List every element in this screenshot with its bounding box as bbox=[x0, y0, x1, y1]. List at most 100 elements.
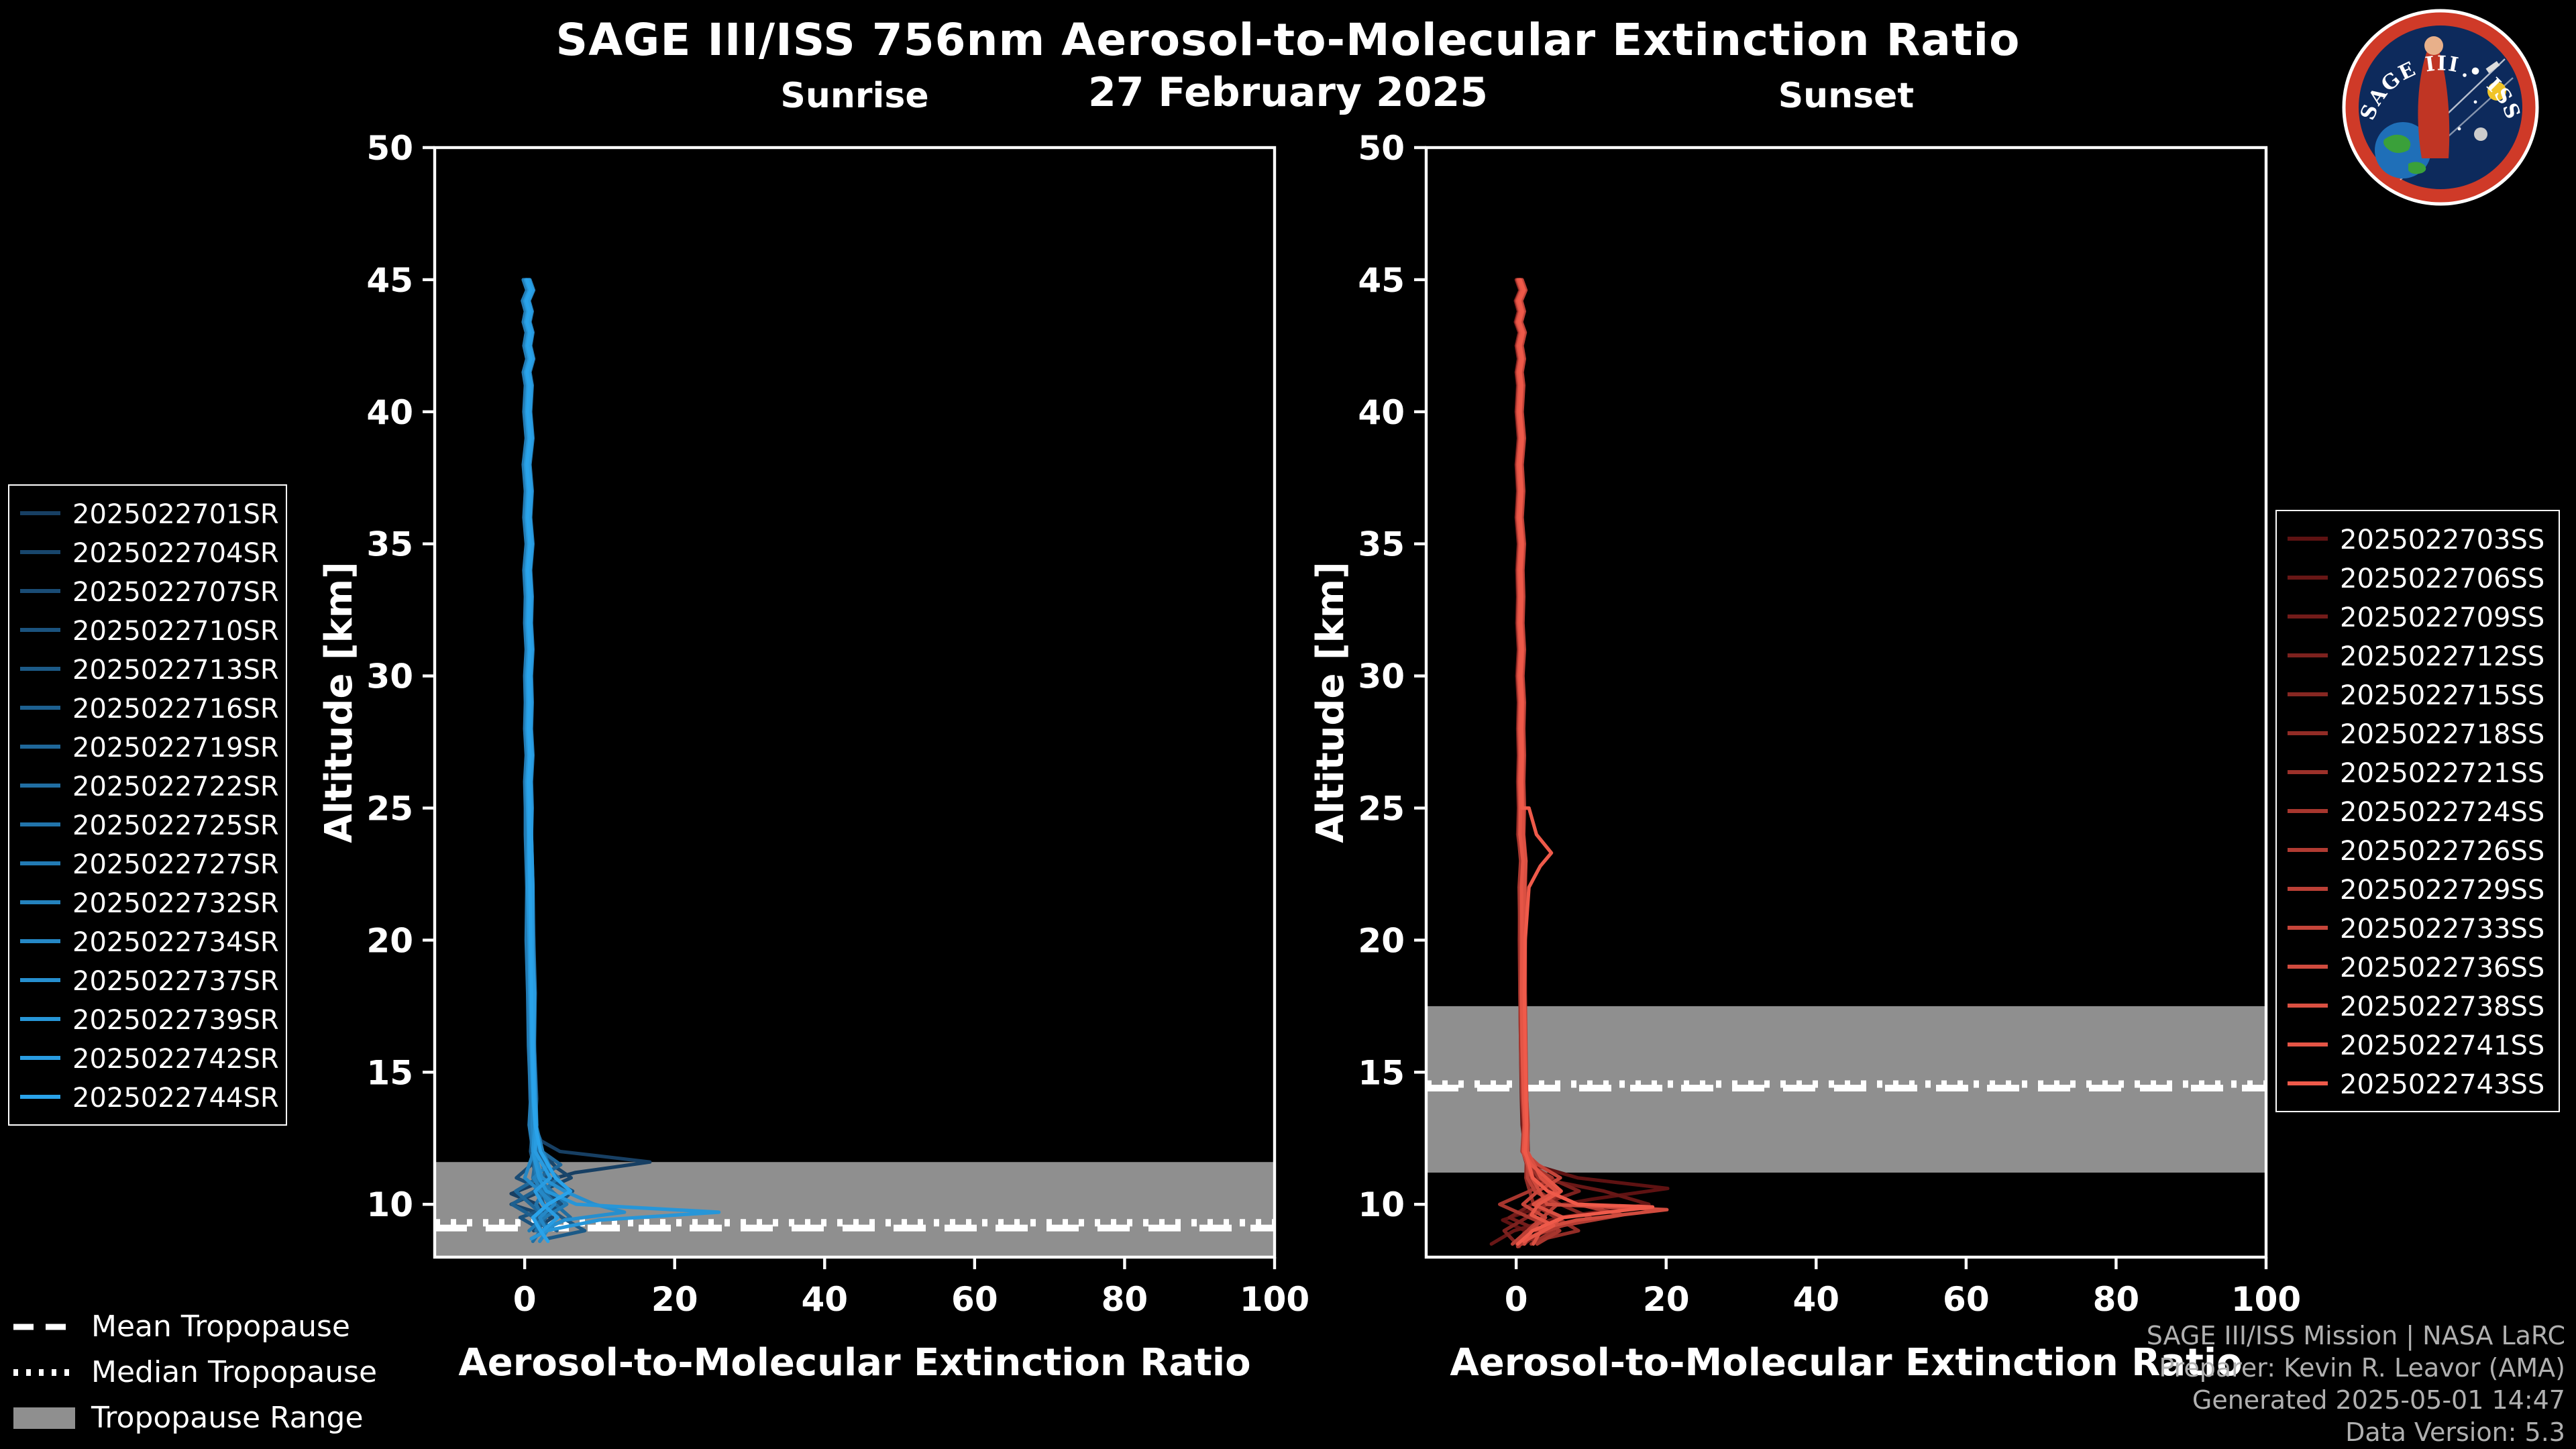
median-tropopause-dotted-line-icon bbox=[13, 1369, 75, 1376]
legend-label: 2025022741SS bbox=[2340, 1028, 2545, 1061]
legend-line-swatch bbox=[2288, 576, 2328, 580]
sage-iss-logo: SAGE III • ISS bbox=[2341, 8, 2540, 207]
legend-label: 2025022738SS bbox=[2340, 989, 2545, 1022]
y-axis-label: Altitude [km] bbox=[317, 561, 361, 843]
legend-item: 2025022737SR bbox=[20, 961, 279, 1000]
legend-label: 2025022743SS bbox=[2340, 1067, 2545, 1099]
legend-label: 2025022701SR bbox=[72, 497, 279, 529]
legend-line-swatch bbox=[2288, 537, 2328, 541]
y-tick-label: 40 bbox=[1358, 393, 1405, 432]
footer-credits: SAGE III/ISS Mission | NASA LaRC Prepare… bbox=[2147, 1320, 2565, 1449]
y-tick-label: 20 bbox=[366, 921, 413, 960]
legend-line-swatch bbox=[2288, 809, 2328, 813]
y-tick-label: 25 bbox=[1358, 790, 1405, 828]
legend-label: 2025022736SS bbox=[2340, 951, 2545, 983]
legend-item: 2025022741SS bbox=[2288, 1025, 2548, 1064]
sun-icon bbox=[2487, 82, 2506, 101]
profile-line bbox=[523, 278, 721, 1241]
x-tick-label: 100 bbox=[2231, 1280, 2301, 1319]
x-tick-label: 80 bbox=[1102, 1280, 1148, 1319]
mean-tropopause-legend-row: Mean Tropopause bbox=[13, 1304, 377, 1350]
profile-line bbox=[515, 278, 564, 1241]
y-tick-label: 15 bbox=[366, 1053, 413, 1092]
legend-line-swatch bbox=[2288, 653, 2328, 657]
x-tick-label: 100 bbox=[1240, 1280, 1309, 1319]
x-axis-label: Aerosol-to-Molecular Extinction Ratio bbox=[458, 1341, 1250, 1385]
legend-line-swatch bbox=[2288, 731, 2328, 735]
legend-line-swatch bbox=[2288, 1042, 2328, 1046]
tropopause-range-label: Tropopause Range bbox=[91, 1401, 364, 1435]
legend-line-swatch bbox=[20, 939, 60, 943]
legend-label: 2025022726SS bbox=[2340, 834, 2545, 866]
footer-mission: SAGE III/ISS Mission | NASA LaRC bbox=[2146, 1322, 2565, 1351]
legend-label: 2025022707SR bbox=[72, 575, 279, 607]
legend-item: 2025022732SR bbox=[20, 883, 279, 922]
profile-line bbox=[526, 278, 627, 1233]
legend-item: 2025022715SS bbox=[2288, 675, 2548, 714]
legend-item: 2025022718SS bbox=[2288, 714, 2548, 753]
profile-line bbox=[1515, 278, 1655, 1246]
legend-line-swatch bbox=[2288, 848, 2328, 852]
legend-line-swatch bbox=[2288, 1081, 2328, 1085]
legend-item: 2025022727SR bbox=[20, 844, 279, 883]
legend-line-swatch bbox=[20, 978, 60, 982]
star-icon bbox=[2457, 127, 2461, 131]
legend-item: 2025022703SS bbox=[2288, 519, 2548, 558]
legend-line-swatch bbox=[2288, 926, 2328, 930]
x-tick-label: 20 bbox=[651, 1280, 698, 1319]
tropopause-range-legend-row: Tropopause Range bbox=[13, 1395, 377, 1441]
x-tick-label: 0 bbox=[1505, 1280, 1528, 1319]
x-tick-label: 40 bbox=[801, 1280, 848, 1319]
legend-label: 2025022732SR bbox=[72, 886, 279, 918]
legend-label: 2025022716SR bbox=[72, 692, 279, 724]
sunrise-plot: 0 20 40 60 80 100 10 15 20 25 30 35 40 45 50 Aerosol-to… bbox=[317, 129, 1309, 1385]
y-tick-label: 25 bbox=[366, 790, 413, 828]
legend-label: 2025022724SS bbox=[2340, 795, 2545, 827]
y-axis-label: Altitude [km] bbox=[1309, 561, 1352, 843]
legend-item: 2025022713SR bbox=[20, 649, 279, 688]
y-tick-label: 30 bbox=[1358, 657, 1405, 696]
footer-preparer: Preparer: Kevin R. Leavor (AMA) bbox=[2159, 1354, 2565, 1383]
x-tick-label: 0 bbox=[513, 1280, 537, 1319]
figure-date: 27 February 2025 bbox=[1088, 70, 1488, 117]
legend-label: 2025022727SR bbox=[72, 847, 279, 879]
legend-line-swatch bbox=[20, 784, 60, 788]
tropopause-legend: Mean Tropopause Median Tropopause Tropop… bbox=[13, 1304, 377, 1441]
legend-item: 2025022724SS bbox=[2288, 792, 2548, 830]
legend-line-swatch bbox=[2288, 887, 2328, 891]
legend-label: 2025022734SR bbox=[72, 925, 279, 957]
legend-line-swatch bbox=[20, 1095, 60, 1099]
legend-line-swatch bbox=[2288, 614, 2328, 619]
legend-label: 2025022733SS bbox=[2340, 912, 2545, 944]
profile-line bbox=[527, 278, 559, 1233]
earth-land-icon bbox=[2408, 162, 2426, 174]
panel-title-sunset: Sunset bbox=[1778, 76, 1915, 117]
legend-label: 2025022719SR bbox=[72, 731, 279, 763]
y-tick-label: 50 bbox=[1358, 129, 1405, 168]
figure-robe-icon bbox=[2418, 51, 2450, 158]
legend-item: 2025022743SS bbox=[2288, 1064, 2548, 1103]
legend-item: 2025022729SS bbox=[2288, 869, 2548, 908]
sunset-plot: 0 20 40 60 80 100 10 15 20 25 30 35 40 45 50 Aerosol-to… bbox=[1309, 129, 2301, 1385]
legend-line-swatch bbox=[20, 667, 60, 671]
x-axis-label: Aerosol-to-Molecular Extinction Ratio bbox=[1450, 1341, 2242, 1385]
legend-item: 2025022734SR bbox=[20, 922, 279, 961]
profile-line bbox=[521, 278, 569, 1233]
legend-line-swatch bbox=[20, 589, 60, 593]
legend-label: 2025022742SR bbox=[72, 1042, 279, 1074]
legend-label: 2025022703SS bbox=[2340, 523, 2545, 555]
sage-iss-logo-graphic: SAGE III • ISS bbox=[2342, 9, 2539, 206]
y-tick-label: 10 bbox=[366, 1185, 413, 1224]
panel-title-sunrise: Sunrise bbox=[780, 76, 929, 117]
legend-label: 2025022713SR bbox=[72, 653, 279, 685]
legend-item: 2025022733SS bbox=[2288, 908, 2548, 947]
legend-label: 2025022725SR bbox=[72, 808, 279, 841]
x-tick-label: 80 bbox=[2093, 1280, 2140, 1319]
x-tick-label: 60 bbox=[1943, 1280, 1990, 1319]
legend-item: 2025022744SR bbox=[20, 1077, 279, 1116]
y-tick-label: 35 bbox=[1358, 525, 1405, 564]
legend-label: 2025022712SS bbox=[2340, 639, 2545, 672]
legend-item: 2025022722SR bbox=[20, 766, 279, 805]
star-icon bbox=[2473, 100, 2477, 104]
y-tick-label: 15 bbox=[1358, 1053, 1405, 1092]
